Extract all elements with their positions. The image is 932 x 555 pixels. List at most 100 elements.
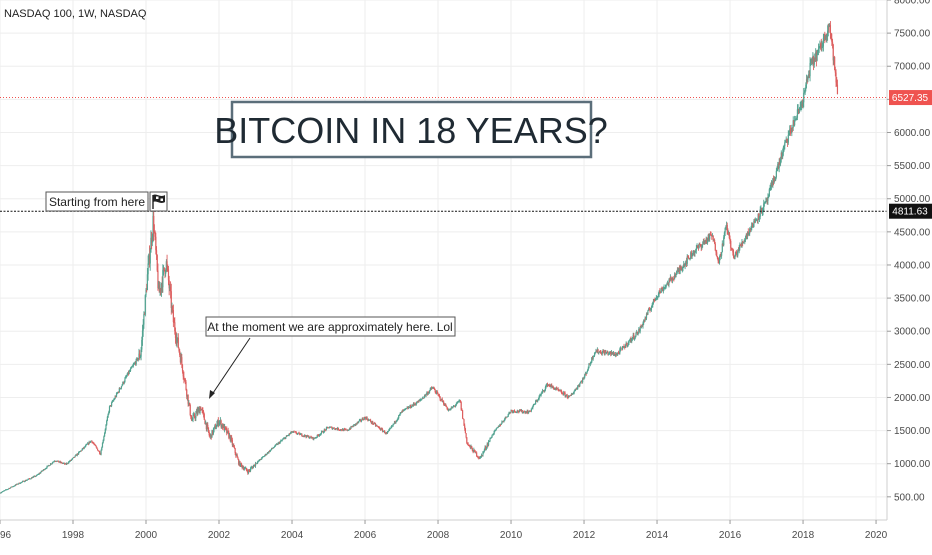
candle-body [454,405,457,406]
candle-body [297,432,299,434]
candle-body [596,349,598,353]
candle-body [502,421,504,423]
candle-body [797,109,799,111]
candle-body [248,470,250,472]
candle-body [467,444,469,446]
candle-body [224,426,226,429]
candle-body [498,425,500,427]
candle-body [781,152,783,158]
candle-body [317,434,319,436]
candle-body [644,317,646,321]
candle-body [384,430,386,434]
candle-body [103,436,105,441]
candle-body [210,434,212,438]
candle-body [203,414,205,420]
candle-body [770,182,773,187]
candle-body [751,222,754,228]
start-note-annotation[interactable]: Starting from here [45,191,149,212]
candle-body [664,287,666,289]
candle-body [529,410,531,412]
candle-body [76,453,78,456]
candle-body [393,423,395,425]
candle-body [230,437,232,441]
candle-body [114,396,116,399]
candle-body [777,164,780,169]
candle-body [792,120,794,128]
candle-body [145,289,147,296]
candle-body [358,420,361,422]
candle-body [652,298,655,303]
candle-body [406,407,408,409]
candle-body [591,357,593,363]
candle-body [94,444,97,446]
candle-body [290,432,292,434]
candle-body [536,400,538,402]
candle-body [610,351,613,355]
candle-body [807,76,809,81]
candle-body [487,444,489,446]
time-axis[interactable]: 1996 1998 2000 2002 2004 2006 2008 2010 2012 2014… [0,520,888,541]
candle-body [713,240,716,244]
candle-body [698,244,700,248]
candle-body [146,274,149,291]
candle-body [778,161,780,169]
candle-body [419,399,422,401]
candle-body [322,431,324,433]
candle-body [605,351,607,353]
candle-body [637,332,639,335]
candle-body [742,241,744,244]
candle-body [149,252,151,264]
candle-body [725,226,727,229]
candle-body [492,434,494,436]
candle-body [473,449,476,451]
candle-body [831,38,833,42]
candle-body [400,412,403,413]
candle-body [131,366,133,368]
candle-body [138,353,140,359]
current-note-annotation[interactable]: At the moment we are approximately here.… [205,316,456,337]
candle-body [540,393,542,395]
candle-body [353,424,355,427]
price-axis[interactable]: 500.00 1000.00 1500.00 2000.00 2500.00 3000.0… [887,0,931,503]
candle-body [82,447,84,450]
candle-body [685,260,688,264]
candle-body [405,408,408,409]
candle-body [506,416,509,418]
candle-body [755,220,757,221]
candle-body [814,57,816,60]
candle-body [221,424,223,427]
candle-body [437,393,439,395]
candle-body [475,452,477,454]
candle-body [493,430,495,434]
candle-body [197,409,199,414]
headline-annotation[interactable]: BITCOIN IN 18 YEARS? [214,100,608,159]
candle-body [393,421,396,424]
candle-body [598,352,600,354]
candle-body [132,365,134,367]
candle-body [449,409,451,411]
candle-body [622,346,624,350]
candle-body [523,411,525,413]
candle-body [257,460,259,462]
candle-body [246,469,248,472]
candle-body [558,390,561,391]
candle-body [662,288,664,292]
candle-body [231,439,233,446]
candle-body [93,443,95,445]
candle-body [291,431,293,433]
candle-body [425,394,427,396]
candle-body [679,267,681,272]
candle-body [534,401,537,405]
candle-body [551,385,553,387]
candle-body [386,432,389,434]
candle-body [733,257,735,260]
candle-body [676,269,678,272]
candle-body [430,387,432,389]
candle-body [655,297,657,299]
candle-body [433,387,435,389]
candle-body [583,377,585,380]
candle-body [239,461,241,467]
candle-body [378,426,380,428]
candle-body [811,59,813,64]
